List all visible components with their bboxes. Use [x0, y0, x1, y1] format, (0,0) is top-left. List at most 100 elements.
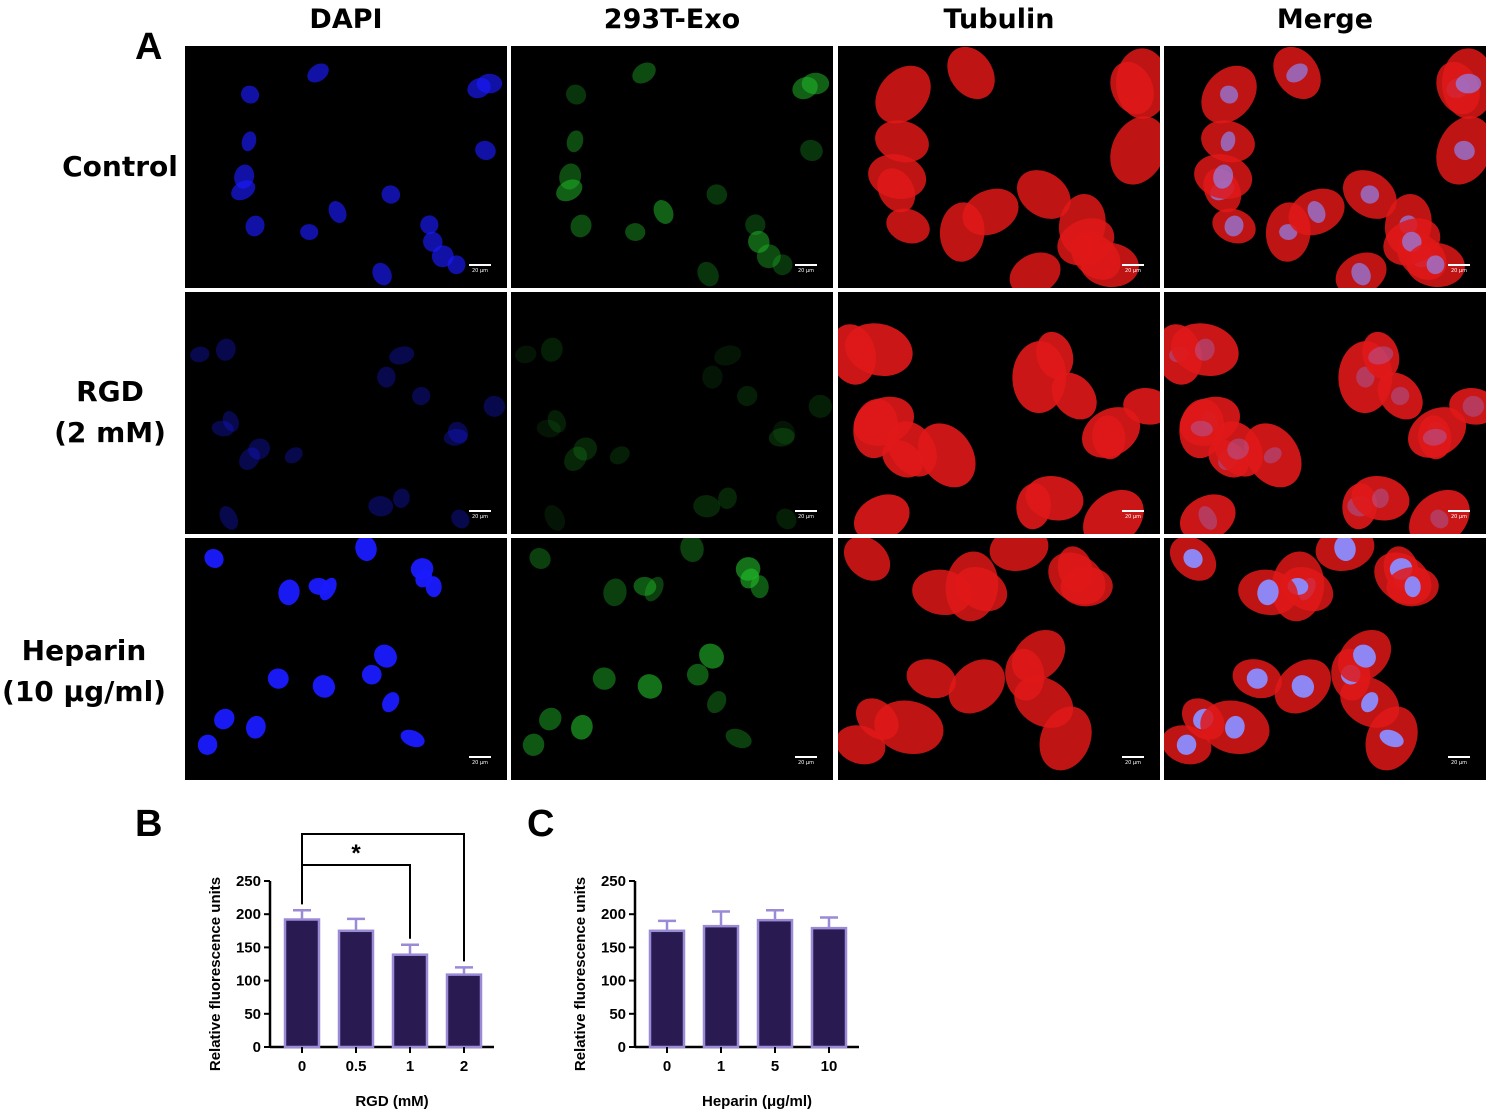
- cell-body: [989, 538, 1049, 572]
- bar-0: [283, 918, 321, 1049]
- nucleus: [204, 548, 224, 568]
- nucleus: [382, 692, 400, 713]
- bar-10: [810, 926, 848, 1049]
- exosome-signal: [522, 733, 545, 756]
- cell-body: [1123, 388, 1160, 425]
- exosome-signal: [637, 674, 663, 699]
- cell-body: [875, 120, 929, 163]
- bar-1: [391, 953, 429, 1049]
- exosome-signal: [573, 437, 597, 461]
- exosome-signal: [539, 707, 562, 731]
- cell-body: [947, 46, 995, 100]
- micrograph-rgd-dapi: 20 μm: [185, 292, 507, 534]
- nucleus: [410, 558, 434, 580]
- exosome-signal: [653, 200, 674, 224]
- exosome-signal: [529, 547, 551, 569]
- scale-bar-line: [1448, 264, 1470, 266]
- exosome-signal: [735, 557, 761, 581]
- scale-bar-line: [795, 756, 817, 758]
- nucleus: [190, 346, 210, 363]
- scale-bar-line: [795, 510, 817, 512]
- scale-bar: 20 μm: [1122, 264, 1144, 274]
- significance-star: *: [351, 840, 361, 867]
- exosome-signal: [625, 223, 646, 241]
- exosome-signal: [680, 538, 704, 563]
- cell-body: [1009, 252, 1061, 288]
- x-tick-label: 2: [460, 1058, 468, 1075]
- nucleus: [1213, 164, 1234, 189]
- y-tick-label: 0: [618, 1039, 626, 1056]
- nucleus: [1194, 338, 1215, 361]
- nucleus: [1368, 346, 1394, 365]
- nucleus: [1190, 420, 1213, 437]
- x-tick-label: 0: [298, 1058, 306, 1075]
- cell-body: [887, 421, 937, 477]
- nucleus: [355, 538, 377, 562]
- nucleus: [219, 506, 239, 530]
- exosome-signal: [718, 487, 737, 510]
- nucleus: [1220, 131, 1236, 152]
- row-label-heparin-line1: Heparin: [21, 634, 147, 667]
- nucleus: [284, 447, 303, 464]
- cell-body: [1080, 242, 1139, 287]
- micrograph-heparin-merge: 20 μm: [1164, 538, 1486, 780]
- nucleus: [234, 164, 255, 189]
- nucleus: [278, 579, 300, 606]
- nucleus: [328, 201, 347, 223]
- nucleus: [377, 366, 396, 388]
- cell-body: [1213, 421, 1263, 477]
- x-tick-label: 10: [821, 1058, 838, 1075]
- nucleus: [483, 395, 506, 417]
- cell-body: [845, 323, 913, 377]
- cell-body: [1016, 170, 1071, 219]
- nucleus: [1379, 729, 1404, 748]
- bar-0: [648, 929, 686, 1049]
- exosome-signal: [544, 505, 566, 531]
- cell-body: [1180, 494, 1236, 534]
- nucleus: [1219, 85, 1239, 104]
- exosome-signal: [737, 385, 758, 407]
- micrograph-heparin-dapi: 20 μm: [185, 538, 507, 780]
- cell-body: [1409, 489, 1470, 534]
- cell-body: [838, 725, 886, 765]
- exosome-signal: [644, 576, 664, 602]
- cell-body: [843, 538, 891, 581]
- scale-bar: 20 μm: [1448, 264, 1470, 274]
- scale-bar-label: 20 μm: [1450, 760, 1467, 766]
- nucleus: [389, 346, 415, 365]
- scale-bar: 20 μm: [469, 510, 491, 520]
- nucleus: [1183, 548, 1203, 568]
- exosome-signal: [540, 337, 563, 362]
- scale-bar: 20 μm: [1122, 510, 1144, 520]
- micrograph-rgd-merge: 20 μm: [1164, 292, 1486, 534]
- nucleus: [374, 644, 397, 668]
- nucleus: [241, 131, 257, 152]
- cell-body: [874, 700, 944, 755]
- nucleus: [1263, 447, 1282, 464]
- x-tick-label: 1: [717, 1058, 725, 1075]
- cell-body: [1171, 323, 1239, 377]
- y-axis-label: Relative fluorescence units: [207, 877, 224, 1071]
- cell-body: [1083, 489, 1144, 534]
- nucleus: [246, 715, 266, 739]
- scale-bar-line: [1448, 510, 1470, 512]
- panel-label-c: C: [527, 803, 555, 845]
- micrograph-heparin-tubulin: 20 μm: [838, 538, 1160, 780]
- scale-bar-line: [795, 264, 817, 266]
- nucleus: [381, 185, 401, 204]
- cell-body: [1418, 415, 1452, 460]
- row-label-rgd: RGD (2 mM): [40, 371, 180, 453]
- y-tick-label: 200: [601, 906, 626, 923]
- x-tick-label: 1: [406, 1058, 414, 1075]
- y-tick-label: 250: [236, 873, 261, 890]
- nucleus: [1307, 201, 1326, 223]
- y-tick-label: 100: [236, 973, 261, 990]
- nucleus: [1455, 73, 1482, 94]
- nucleus: [1224, 215, 1244, 237]
- row-label-control-line1: Control: [62, 150, 178, 183]
- nucleus: [1372, 488, 1389, 509]
- nucleus: [1391, 386, 1410, 406]
- nucleus: [300, 224, 319, 240]
- exosome-signal: [800, 139, 823, 162]
- bar-1: [702, 924, 740, 1049]
